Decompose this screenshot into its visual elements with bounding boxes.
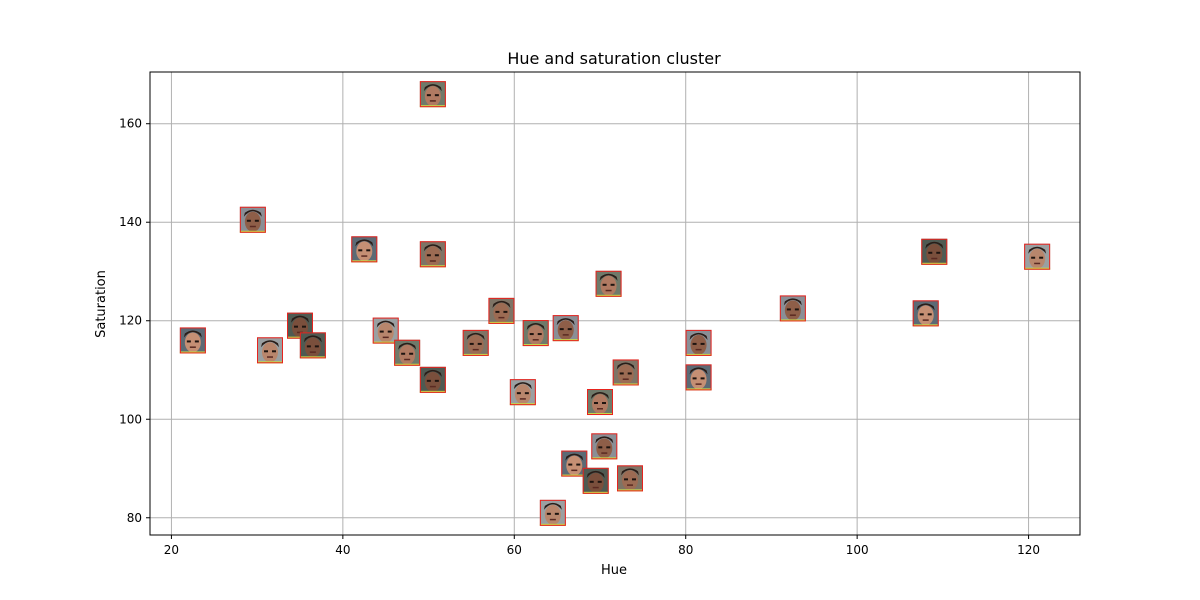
face-thumbnail-point bbox=[351, 236, 378, 263]
face-thumbnail-point bbox=[462, 329, 489, 356]
face-thumbnail-point bbox=[419, 241, 446, 268]
face-thumbnail-point bbox=[587, 389, 613, 416]
x-tick-label: 100 bbox=[846, 543, 869, 557]
x-tick-label: 120 bbox=[1017, 543, 1040, 557]
y-tick-label: 100 bbox=[119, 412, 142, 426]
face-thumbnail-point bbox=[522, 320, 549, 347]
face-thumbnail-point bbox=[685, 329, 712, 356]
face-thumbnail-point bbox=[921, 238, 948, 265]
face-thumbnail-point bbox=[591, 433, 618, 460]
y-tick-label: 80 bbox=[127, 511, 142, 525]
x-tick-label: 20 bbox=[164, 543, 179, 557]
grid-lines bbox=[150, 72, 1080, 535]
face-thumbnail-point bbox=[488, 297, 515, 324]
face-thumbnail-point bbox=[561, 450, 588, 477]
x-axis-label: Hue bbox=[601, 563, 627, 578]
face-thumbnail-point bbox=[685, 364, 712, 391]
face-thumbnail-point bbox=[779, 295, 806, 322]
face-thumbnail-point bbox=[582, 467, 609, 494]
x-tick-label: 60 bbox=[507, 543, 522, 557]
y-axis-ticks: 80 100 120 140 160 bbox=[119, 117, 150, 525]
x-axis-ticks: 20 40 60 80 100 120 bbox=[164, 535, 1040, 557]
y-tick-label: 120 bbox=[119, 314, 142, 328]
plot-frame bbox=[149, 71, 1081, 536]
x-tick-label: 40 bbox=[335, 543, 350, 557]
chart-title: Hue and saturation cluster bbox=[507, 49, 721, 68]
y-tick-label: 160 bbox=[119, 117, 142, 131]
face-thumbnail-point bbox=[239, 206, 266, 233]
face-thumbnail-point bbox=[299, 332, 326, 359]
face-thumbnail-point bbox=[372, 317, 399, 344]
y-axis-label: Saturation bbox=[94, 270, 109, 338]
face-thumbnail-point bbox=[552, 315, 579, 342]
face-thumbnail-point bbox=[394, 339, 421, 366]
face-thumbnail-point bbox=[419, 366, 446, 393]
face-thumbnail-point bbox=[912, 300, 939, 327]
face-thumbnail-point bbox=[419, 81, 446, 108]
face-thumbnail-point bbox=[595, 270, 622, 297]
y-tick-label: 140 bbox=[119, 215, 142, 229]
face-thumbnail-point bbox=[539, 499, 566, 526]
x-tick-label: 80 bbox=[678, 543, 693, 557]
face-thumbnail-point bbox=[617, 465, 643, 492]
face-markers bbox=[179, 81, 1051, 526]
face-thumbnail-point bbox=[1024, 243, 1051, 270]
face-thumbnail-point bbox=[179, 327, 206, 354]
face-thumbnail-point bbox=[257, 337, 283, 364]
face-thumbnail-point bbox=[509, 379, 536, 406]
face-thumbnail-point bbox=[612, 359, 639, 386]
